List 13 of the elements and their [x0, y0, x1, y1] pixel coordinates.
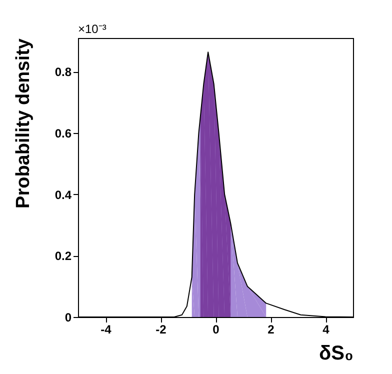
y-tick-label: 0.2 [54, 249, 72, 264]
y-tick-label: 0.6 [54, 126, 72, 141]
x-axis-title: δS₀ [319, 342, 354, 364]
x-tick-label: -4 [100, 322, 112, 336]
y-tick-label: 0 [64, 310, 72, 324]
y-tick-label: 0.4 [54, 188, 72, 202]
y-tick-label: 0.8 [54, 65, 72, 80]
x-tick-label: 0 [212, 322, 220, 336]
y-axis-title: Probability density [12, 38, 34, 208]
x-tick-label: 4 [322, 322, 330, 336]
x-tick-label: -2 [156, 322, 167, 336]
x-tick-label: 2 [268, 322, 275, 336]
text: ×10⁻³ [78, 22, 106, 36]
